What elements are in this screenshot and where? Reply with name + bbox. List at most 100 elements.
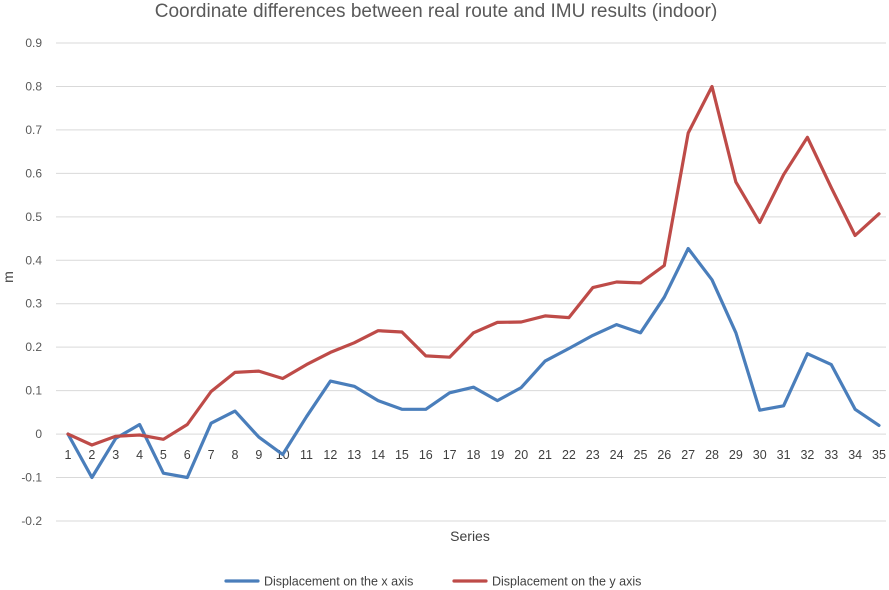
x-tick-label: 35 xyxy=(872,448,886,462)
data-point xyxy=(424,354,427,357)
y-tick-label: 0.8 xyxy=(25,79,42,93)
data-point xyxy=(615,281,618,284)
y-tick-label: 0.5 xyxy=(25,210,42,224)
x-tick-label: 9 xyxy=(255,448,262,462)
x-tick-label: 5 xyxy=(160,448,167,462)
x-tick-label: 21 xyxy=(538,448,552,462)
data-point xyxy=(400,408,403,411)
data-point xyxy=(257,370,260,373)
data-point xyxy=(67,433,70,436)
y-axis-label: m xyxy=(0,271,16,283)
data-point xyxy=(257,436,260,439)
y-tick-label: 0.2 xyxy=(25,340,42,354)
data-point xyxy=(400,330,403,333)
series-x-axis xyxy=(66,246,881,480)
data-point xyxy=(758,221,761,224)
x-tick-label: 29 xyxy=(729,448,743,462)
x-tick-label: 4 xyxy=(136,448,143,462)
x-axis-label: Series xyxy=(450,528,490,544)
x-tick-label: 2 xyxy=(88,448,95,462)
data-point xyxy=(233,371,236,374)
legend-label: Displacement on the x axis xyxy=(264,575,413,589)
y-tick-label: 0.6 xyxy=(25,166,42,180)
x-tick-label: 32 xyxy=(800,448,814,462)
y-tick-label: 0.3 xyxy=(25,297,42,311)
data-point xyxy=(114,435,117,438)
x-tick-label: 23 xyxy=(586,448,600,462)
data-point xyxy=(639,281,642,284)
x-tick-label: 25 xyxy=(634,448,648,462)
data-point xyxy=(472,386,475,389)
data-point xyxy=(758,409,761,412)
data-point xyxy=(186,423,189,426)
data-point xyxy=(138,433,141,436)
series-y-axis xyxy=(66,84,881,447)
x-tick-label: 34 xyxy=(848,448,862,462)
x-tick-label: 13 xyxy=(347,448,361,462)
data-point xyxy=(520,386,523,389)
data-point xyxy=(496,399,499,402)
data-point xyxy=(353,385,356,388)
data-point xyxy=(567,347,570,350)
x-tick-label: 14 xyxy=(371,448,385,462)
data-point xyxy=(591,286,594,289)
y-tick-label: 0.7 xyxy=(25,123,42,137)
data-point xyxy=(233,410,236,413)
x-tick-label: 17 xyxy=(443,448,457,462)
x-tick-label: 11 xyxy=(300,448,313,462)
x-tick-label: 26 xyxy=(657,448,671,462)
data-point xyxy=(281,453,284,456)
x-tick-label: 20 xyxy=(514,448,528,462)
x-axis-ticks: 1 2 3 4 5 6 7 8 9 10 11 12 13 14 15 16 17 18 19 20 21 22 23 24 2… xyxy=(65,448,886,462)
data-point xyxy=(734,181,737,184)
x-tick-label: 19 xyxy=(490,448,504,462)
data-point xyxy=(353,341,356,344)
data-point xyxy=(210,422,213,425)
legend: Displacement on the x axis Displacement o… xyxy=(224,575,641,589)
x-tick-label: 30 xyxy=(753,448,767,462)
data-point xyxy=(663,296,666,299)
data-point xyxy=(544,360,547,363)
data-point xyxy=(782,173,785,176)
x-tick-label: 28 xyxy=(705,448,719,462)
x-tick-label: 15 xyxy=(395,448,409,462)
data-point xyxy=(711,85,714,88)
data-point xyxy=(591,334,594,337)
y-tick-label: 0 xyxy=(35,427,42,441)
x-tick-label: 31 xyxy=(777,448,791,462)
data-point xyxy=(448,356,451,359)
x-tick-label: 7 xyxy=(208,448,215,462)
gridlines xyxy=(56,42,886,522)
data-point xyxy=(782,404,785,407)
data-point xyxy=(520,320,523,323)
data-point xyxy=(162,472,165,475)
legend-label: Displacement on the y axis xyxy=(492,575,641,589)
data-point xyxy=(472,331,475,334)
data-point xyxy=(138,423,141,426)
series-line xyxy=(66,84,881,447)
data-point xyxy=(162,438,165,441)
y-axis-ticks: -0.2 -0.1 0 0.1 0.2 0.3 0.4 0.5 0.6 0.7 0.8 0.9 xyxy=(21,36,42,528)
data-point xyxy=(90,476,93,479)
data-point xyxy=(830,363,833,366)
data-point xyxy=(854,408,857,411)
chart-title: Coordinate differences between real rout… xyxy=(155,1,718,22)
y-tick-label: -0.1 xyxy=(21,471,42,485)
x-tick-label: 6 xyxy=(184,448,191,462)
y-tick-label: 0.9 xyxy=(25,36,42,50)
data-point xyxy=(186,476,189,479)
series-lines xyxy=(66,84,881,480)
x-tick-label: 16 xyxy=(419,448,433,462)
x-tick-label: 33 xyxy=(824,448,838,462)
data-point xyxy=(687,131,690,134)
data-point xyxy=(639,331,642,334)
x-tick-label: 3 xyxy=(112,448,119,462)
data-point xyxy=(329,380,332,383)
data-point xyxy=(377,399,380,402)
x-tick-label: 24 xyxy=(610,448,624,462)
data-point xyxy=(424,408,427,411)
x-tick-label: 18 xyxy=(467,448,481,462)
data-point xyxy=(878,424,881,427)
y-tick-label: 0.1 xyxy=(25,384,42,398)
